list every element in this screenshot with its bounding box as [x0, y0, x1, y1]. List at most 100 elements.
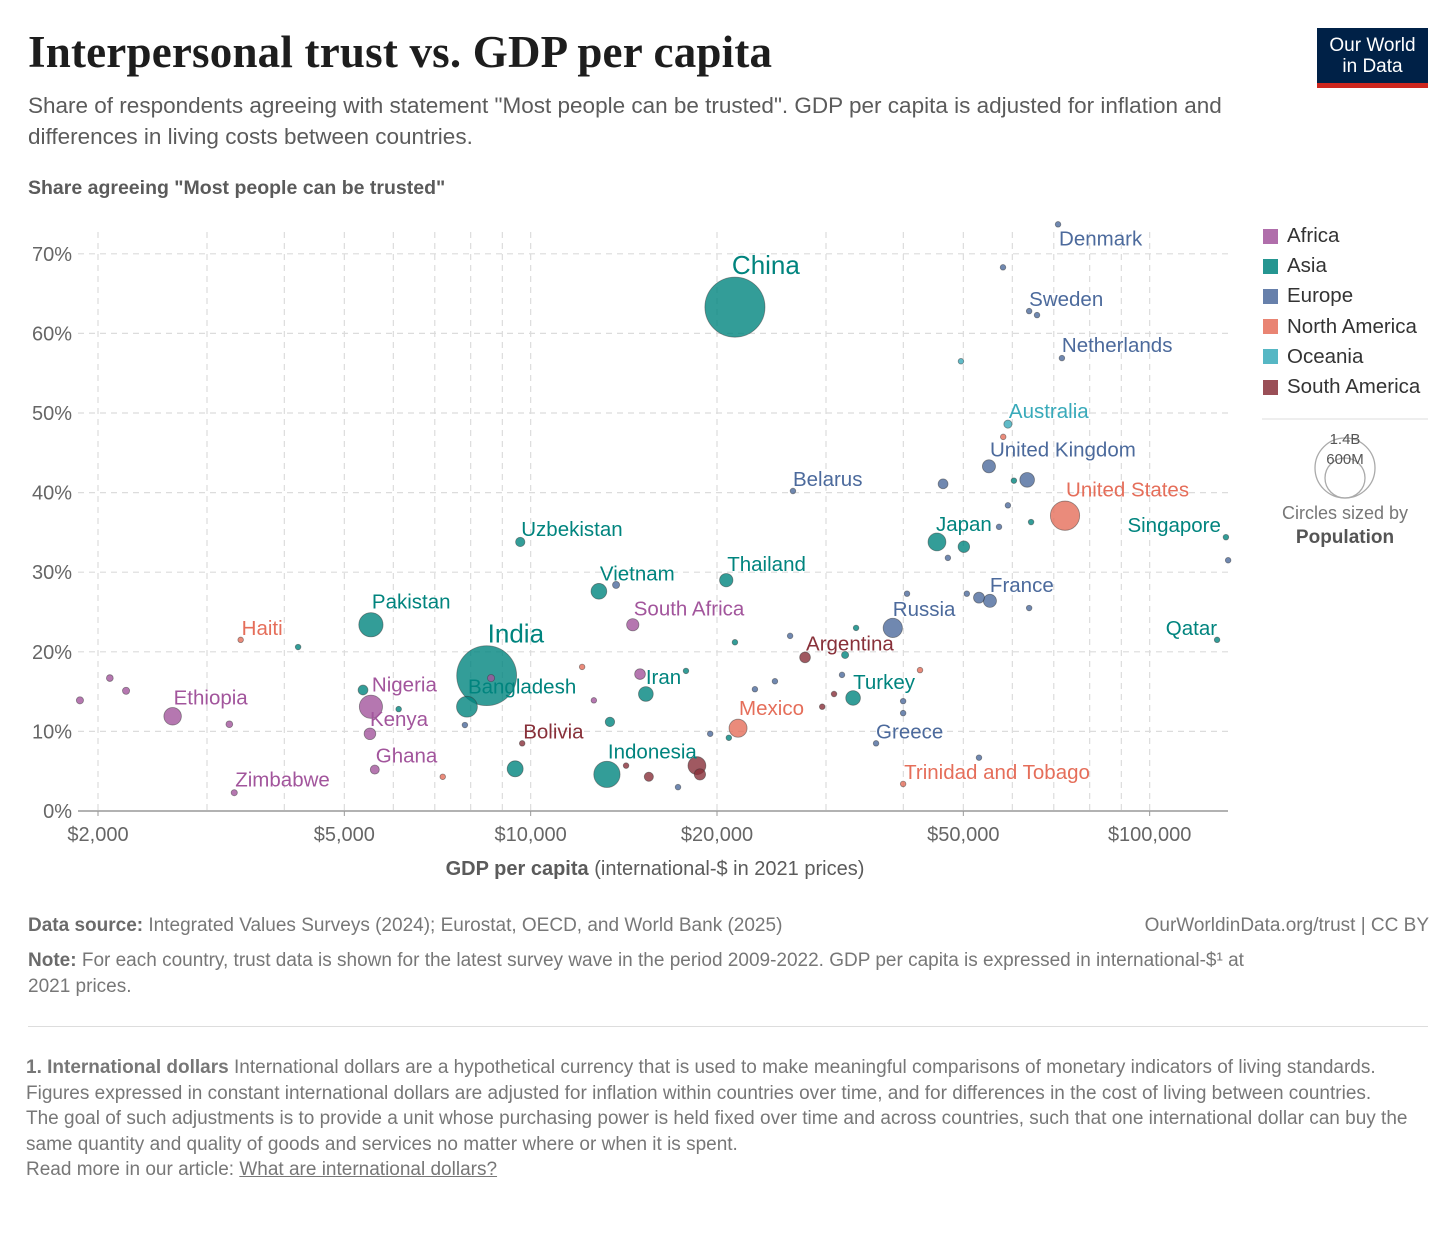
data-point-china[interactable] [704, 276, 766, 338]
data-point-europe[interactable] [963, 590, 970, 597]
data-point-pakistan[interactable] [358, 612, 384, 638]
data-point-greece[interactable] [872, 740, 880, 747]
data-point-trinidad-and-tobago[interactable] [899, 780, 907, 788]
data-point-bangladesh[interactable] [456, 695, 478, 718]
data-point-vietnam[interactable] [590, 583, 608, 600]
data-point-uzbekistan[interactable] [515, 536, 526, 548]
data-point-asia[interactable] [731, 639, 739, 646]
data-point-africa[interactable] [634, 668, 646, 680]
data-point-oceania[interactable] [957, 358, 965, 365]
data-point-iran[interactable] [638, 686, 654, 702]
data-point-bolivia[interactable] [518, 740, 526, 747]
data-point-asia[interactable] [357, 684, 369, 696]
data-point-haiti[interactable] [237, 636, 244, 644]
data-point-asia[interactable] [682, 667, 690, 675]
data-point-europe[interactable] [944, 554, 952, 562]
data-point-ghana[interactable] [369, 764, 380, 775]
owid-logo[interactable]: Our World in Data [1317, 28, 1428, 88]
data-point-europe[interactable] [706, 730, 714, 737]
data-point-europe[interactable] [1033, 311, 1041, 319]
data-point-asia[interactable] [506, 760, 524, 778]
data-point-europe[interactable] [899, 697, 907, 705]
data-point-ethiopia[interactable] [163, 707, 182, 726]
data-point-thailand[interactable] [719, 573, 734, 588]
data-point-belarus[interactable] [789, 487, 797, 495]
data-point-africa[interactable] [590, 697, 598, 704]
data-point-africa[interactable] [487, 674, 496, 683]
data-point-europe[interactable] [786, 632, 794, 640]
data-point-zimbabwe[interactable] [230, 789, 238, 797]
data-point-asia[interactable] [957, 540, 971, 553]
data-point-south-america[interactable] [830, 690, 838, 698]
data-point-asia[interactable] [604, 716, 616, 727]
data-point-north-america[interactable] [578, 663, 586, 671]
data-point-russia[interactable] [882, 617, 903, 638]
data-point-europe[interactable] [1025, 604, 1033, 612]
data-point-asia[interactable] [725, 734, 733, 741]
data-point-africa[interactable] [75, 696, 84, 705]
data-point-europe[interactable] [1004, 502, 1012, 509]
data-point-australia[interactable] [1003, 419, 1013, 429]
data-point-europe[interactable] [903, 590, 911, 597]
data-point-asia[interactable] [1027, 518, 1035, 526]
data-point-singapore[interactable] [1222, 533, 1230, 541]
data-point-north-america[interactable] [439, 773, 446, 780]
divider [28, 1026, 1428, 1027]
data-point-denmark[interactable] [1054, 221, 1062, 228]
data-point-qatar[interactable] [1213, 636, 1221, 644]
data-point-united-kingdom[interactable] [981, 459, 996, 474]
data-point-mexico[interactable] [728, 718, 748, 738]
data-point-nigeria[interactable] [358, 694, 383, 719]
data-point-asia[interactable] [841, 651, 850, 659]
data-point-united-states[interactable] [1049, 500, 1081, 531]
data-point-south-america[interactable] [693, 768, 706, 781]
data-point-europe[interactable] [899, 709, 907, 717]
data-point-south-america[interactable] [819, 703, 826, 710]
data-point-europe[interactable] [771, 678, 779, 685]
data-point-turkey[interactable] [845, 690, 861, 706]
legend-item-oceania[interactable]: Oceania [1263, 345, 1363, 369]
data-point-japan[interactable] [927, 532, 947, 552]
data-point-india[interactable] [456, 645, 517, 707]
data-point-netherlands[interactable] [1058, 354, 1066, 362]
data-point-europe[interactable] [999, 264, 1007, 271]
data-point-asia[interactable] [294, 643, 302, 651]
axes: 0% 10% 20% 30% 40% 50% 60% 70% $2,000 $5,000 $10,0… [32, 244, 1228, 846]
data-point-europe[interactable] [461, 721, 469, 729]
data-point-europe[interactable] [1224, 557, 1232, 564]
data-point-south-america[interactable] [643, 771, 654, 782]
point-label: Denmark [1059, 227, 1143, 250]
data-point-europe[interactable] [612, 580, 621, 589]
data-point-asia[interactable] [852, 624, 860, 632]
data-point-europe[interactable] [973, 591, 985, 604]
legend-item-europe[interactable]: Europe [1263, 284, 1353, 308]
legend-item-south-america[interactable]: South America [1263, 375, 1420, 399]
data-point-europe[interactable] [1019, 472, 1035, 488]
legend-item-north-america[interactable]: North America [1263, 315, 1417, 339]
data-point-kenya[interactable] [363, 727, 377, 741]
gridlines [78, 232, 1228, 811]
data-point-north-america[interactable] [1000, 433, 1007, 441]
data-point-north-america[interactable] [916, 666, 924, 674]
data-point-europe[interactable] [975, 754, 983, 761]
data-point-europe[interactable] [674, 783, 682, 791]
data-point-asia[interactable] [1010, 477, 1018, 484]
data-point-africa[interactable] [106, 674, 114, 682]
data-point-europe[interactable] [838, 671, 846, 679]
intl-dollars-article-link[interactable]: What are international dollars? [239, 1159, 498, 1180]
legend-label: Asia [1287, 254, 1327, 278]
data-point-south-africa[interactable] [626, 618, 640, 632]
data-point-argentina[interactable] [799, 651, 811, 664]
data-point-south-america[interactable] [622, 762, 630, 769]
data-point-africa[interactable] [225, 720, 234, 729]
data-point-europe[interactable] [751, 686, 759, 693]
data-point-africa[interactable] [122, 686, 131, 695]
data-point-europe[interactable] [995, 523, 1003, 531]
data-point-indonesia[interactable] [593, 760, 621, 788]
data-point-europe[interactable] [937, 478, 949, 490]
data-point-sweden[interactable] [1025, 307, 1033, 315]
data-point-asia[interactable] [395, 705, 402, 713]
credit-link[interactable]: OurWorldinData.org/trust | CC BY [1144, 915, 1429, 936]
legend-item-africa[interactable]: Africa [1263, 224, 1339, 248]
legend-item-asia[interactable]: Asia [1263, 254, 1327, 278]
